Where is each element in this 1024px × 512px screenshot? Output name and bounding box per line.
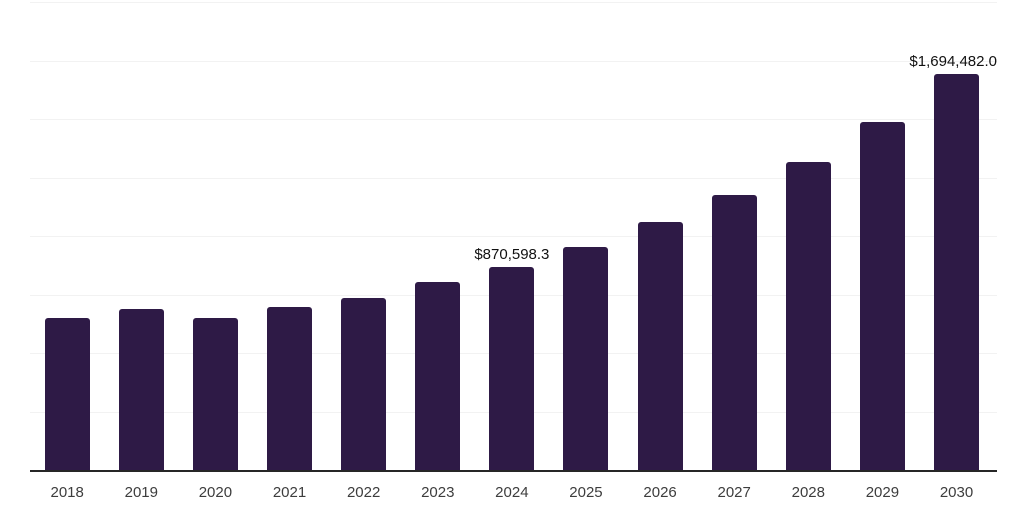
bar <box>192 317 238 471</box>
gridline <box>30 177 997 179</box>
bar <box>934 73 980 471</box>
bar <box>859 121 905 471</box>
x-tick-label: 2026 <box>643 484 677 501</box>
bar <box>44 318 90 471</box>
x-tick-label: 2020 <box>198 484 233 501</box>
x-tick-label: 2030 <box>939 484 974 501</box>
x-tick-label: 2021 <box>272 484 307 501</box>
x-tick-label: 2023 <box>421 484 455 501</box>
bar-value-label: $1,694,482.0 <box>909 52 997 70</box>
x-tick-label: 2028 <box>791 484 825 501</box>
x-tick-label: 2029 <box>865 484 900 501</box>
x-tick-label: 2027 <box>717 484 751 501</box>
bar <box>563 246 609 471</box>
gridline <box>30 2 997 3</box>
x-tick-label: 2018 <box>50 484 84 501</box>
x-tick-label: 2025 <box>569 484 603 501</box>
x-tick-label: 2022 <box>346 484 381 501</box>
bar <box>415 281 461 471</box>
bar <box>267 306 313 471</box>
x-tick-label: 2024 <box>495 484 529 501</box>
bar <box>785 161 831 471</box>
x-tick-label: 2019 <box>124 484 158 501</box>
x-axis-line <box>30 469 997 472</box>
gridline <box>30 60 997 62</box>
bar <box>341 297 387 471</box>
bar <box>489 266 535 471</box>
bar-value-label: $870,598.3 <box>474 245 550 263</box>
bar <box>637 222 683 471</box>
bar <box>711 195 757 471</box>
gridline <box>30 119 997 120</box>
gridline <box>30 236 997 237</box>
bar <box>118 309 164 471</box>
